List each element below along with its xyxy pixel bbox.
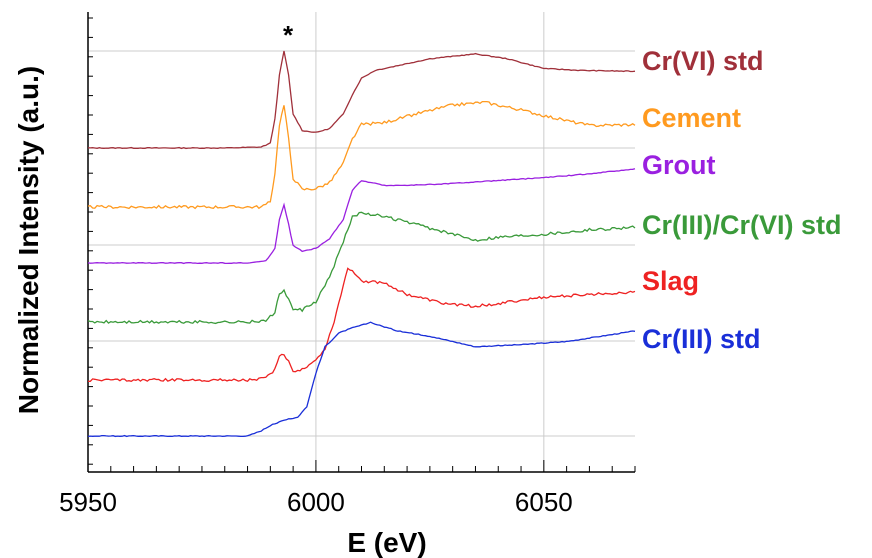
series-line-3 <box>87 211 636 325</box>
legend-label: Cr(III)/Cr(VI) std <box>642 210 842 240</box>
x-tick-label: 6000 <box>287 487 345 517</box>
legend-label: Cement <box>642 103 741 133</box>
series-line-1 <box>87 100 636 210</box>
legend-label: Cr(III) std <box>642 324 761 354</box>
legend-label: Cr(VI) std <box>642 46 764 76</box>
x-tick-labels: 5950 6000 6050 <box>59 487 573 517</box>
y-axis-title: Normalized Intensity (a.u.) <box>13 66 44 415</box>
axis-ticks <box>87 17 636 472</box>
series-line-2 <box>87 168 636 265</box>
legend: Cr(VI) std Cement Grout Cr(III)/Cr(VI) std S… <box>642 46 842 354</box>
series-group <box>87 50 636 438</box>
grid-lines <box>88 12 635 472</box>
axes <box>87 12 635 473</box>
series-line-0 <box>87 50 636 150</box>
legend-label: Grout <box>642 150 716 180</box>
x-tick-label: 5950 <box>59 487 117 517</box>
peak-annotation: * <box>283 20 294 50</box>
legend-label: Slag <box>642 266 699 296</box>
series-line-4 <box>88 267 636 383</box>
x-axis-title: E (eV) <box>347 527 426 558</box>
series-line-5 <box>87 321 636 438</box>
x-tick-label: 6050 <box>515 487 573 517</box>
